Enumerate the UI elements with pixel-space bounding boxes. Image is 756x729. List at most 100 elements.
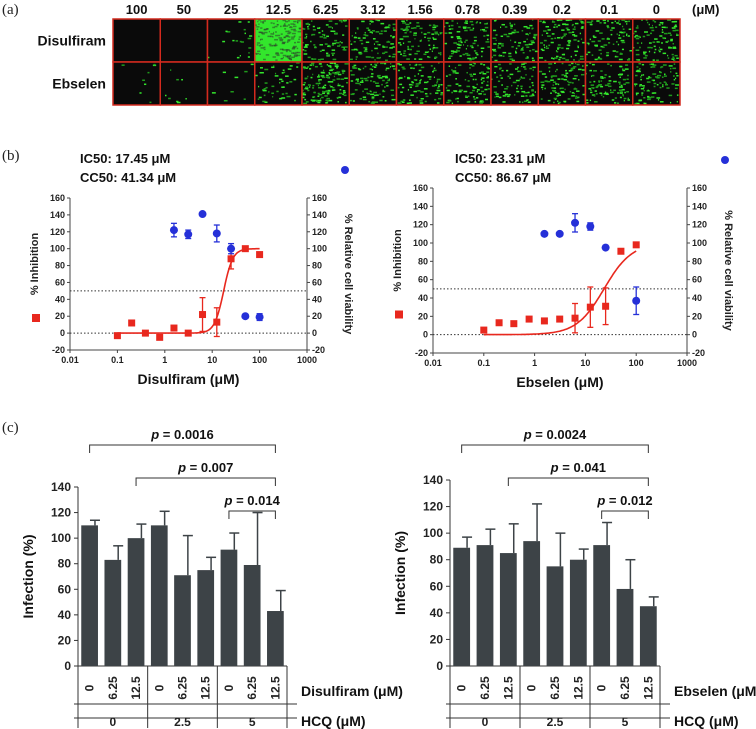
y-tick-label-right: 20 <box>692 311 702 321</box>
image-well <box>537 18 587 63</box>
annotation-line: CC50: 86.67 μM <box>455 170 551 185</box>
image-well <box>584 61 634 106</box>
x-axis-label: Ebselen (μM) <box>516 374 603 390</box>
category-label: 0 <box>455 684 469 691</box>
y-tick-label-left: 160 <box>50 193 65 203</box>
y-tick-label: 0 <box>64 659 71 673</box>
x-tick-label: 1000 <box>297 355 317 365</box>
x-tick-label: 0.01 <box>424 358 442 368</box>
inhibition-point <box>156 333 164 341</box>
x-tick-label: 100 <box>252 355 267 365</box>
x-tick-label: 1 <box>532 358 537 368</box>
x-tick-label: 100 <box>629 358 644 368</box>
y-axis-label-right: % Relative cell viability <box>722 210 734 331</box>
viability-point <box>241 312 250 321</box>
y-tick-label: 140 <box>423 473 443 487</box>
y-tick-label: 60 <box>430 579 444 593</box>
y-tick-label: 20 <box>430 632 444 646</box>
dose-label: 25 <box>224 2 238 17</box>
y-tick-label-left: 120 <box>50 227 65 237</box>
p-symbol: p <box>177 460 186 475</box>
inhibition-point <box>199 311 207 319</box>
viability-point <box>169 226 178 235</box>
inhibition-point <box>170 324 178 332</box>
p-value-label: p = 0.007 <box>177 460 233 475</box>
p-value-label: p = 0.041 <box>550 460 606 475</box>
inhibition-point <box>227 255 235 263</box>
image-well <box>254 18 303 63</box>
y-tick-label-left: 40 <box>418 293 428 303</box>
ebselen-dose-response-chart: IC50: 23.31 μM CC50: 86.67 μM -20 -20 0 0 20 20… <box>392 151 734 390</box>
panel-label-a: (a) <box>2 2 19 18</box>
bar <box>593 545 611 666</box>
y-tick-label-left: -20 <box>415 348 428 358</box>
bar <box>220 549 238 666</box>
annotation-line: IC50: 17.45 μM <box>80 151 170 166</box>
hcq-group-label: 5 <box>622 715 629 729</box>
p-value: = 0.041 <box>559 460 606 475</box>
viability-point <box>571 218 580 227</box>
annotation-line: CC50: 41.34 μM <box>80 170 176 185</box>
image-well <box>632 61 681 106</box>
y-tick-label: 20 <box>58 633 72 647</box>
y-tick-label-left: 80 <box>418 256 428 266</box>
hcq-group-label: 5 <box>249 715 256 729</box>
x-tick-label: 1 <box>162 355 167 365</box>
y-tick-label-left: 20 <box>418 311 428 321</box>
y-tick-label-right: 140 <box>692 201 707 211</box>
viability-point <box>632 296 641 305</box>
image-well <box>537 61 587 106</box>
right-legend-dot <box>721 156 729 164</box>
inhibition-point <box>113 332 121 340</box>
x-tick-label: 0.01 <box>61 355 79 365</box>
inhibition-point <box>632 241 640 249</box>
row-label: Ebselen <box>52 76 106 92</box>
fit-curve <box>483 250 637 336</box>
dose-label: 1.56 <box>407 2 432 17</box>
viability-point <box>184 230 193 239</box>
y-tick-label-right: -20 <box>312 345 325 355</box>
y-tick-label-right: 60 <box>692 275 702 285</box>
category-label: 12.5 <box>268 676 282 700</box>
disulfiram-dose-response-chart: IC50: 17.45 μM CC50: 41.34 μM -20 -20 0 0 20 20… <box>29 151 354 387</box>
dose-label: 0.1 <box>600 2 618 17</box>
y-tick-label-left: 40 <box>55 294 65 304</box>
category-label: 0 <box>525 684 539 691</box>
viability-point <box>601 243 610 252</box>
inhibition-point <box>586 303 594 311</box>
category-label: 0 <box>222 684 236 691</box>
annotation-line: IC50: 23.31 μM <box>455 151 545 166</box>
category-label: 6.25 <box>106 676 120 700</box>
y-tick-label-right: 40 <box>312 294 322 304</box>
p-symbol: p <box>523 427 532 442</box>
image-well <box>490 18 539 63</box>
p-value: = 0.012 <box>605 493 652 508</box>
inhibition-point <box>213 318 221 326</box>
inhibition-point <box>540 317 548 325</box>
y-tick-label: 60 <box>58 582 72 596</box>
y-axis-label: Infection (%) <box>20 535 36 619</box>
hcq-label: HCQ (μM) <box>674 713 739 729</box>
y-tick-label-left: 140 <box>50 210 65 220</box>
drug-label: Ebselen (μM) <box>674 683 756 699</box>
y-tick-label: 100 <box>423 526 443 540</box>
row-label: Disulfiram <box>38 33 106 49</box>
inhibition-point <box>571 314 579 322</box>
hcq-label: HCQ (μM) <box>301 713 366 729</box>
y-tick-label-left: 160 <box>413 183 428 193</box>
viability-point <box>198 210 207 219</box>
y-tick-label-right: 40 <box>692 293 702 303</box>
right-legend-dot <box>341 166 349 174</box>
significance-bracket <box>507 477 649 486</box>
inhibition-point <box>184 329 192 337</box>
image-well <box>443 18 492 63</box>
bar <box>546 566 564 666</box>
significance-bracket <box>601 510 649 519</box>
p-value: = 0.0024 <box>532 427 587 442</box>
category-label: 6.25 <box>618 676 632 700</box>
p-symbol: p <box>224 493 233 508</box>
significance-bracket <box>228 510 276 519</box>
bar <box>104 559 122 666</box>
y-tick-label-left: 120 <box>413 220 428 230</box>
inhibition-point <box>256 251 264 259</box>
